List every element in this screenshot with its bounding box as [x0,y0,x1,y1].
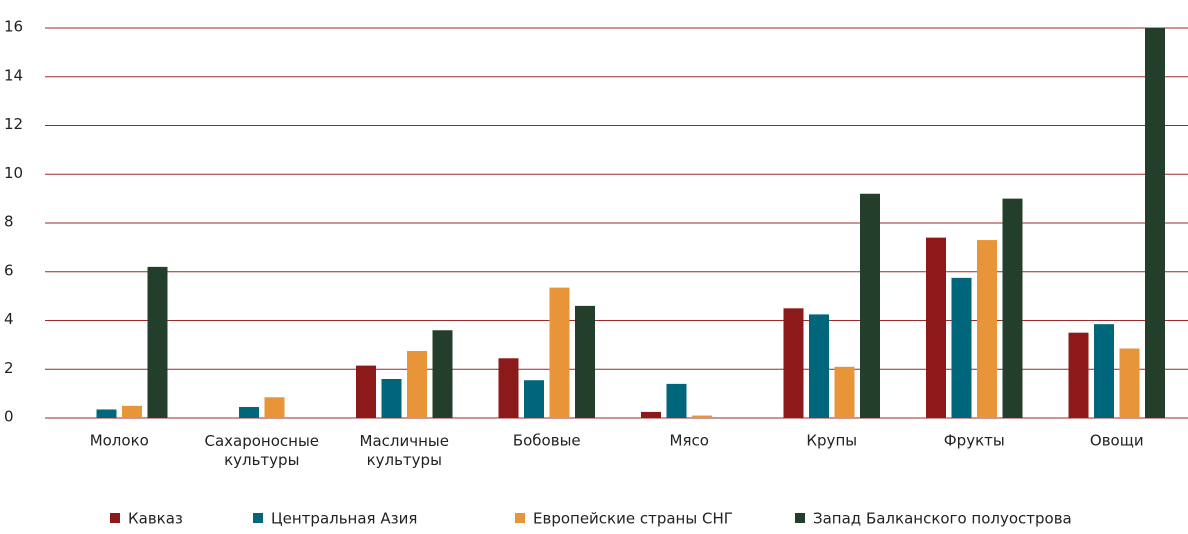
bar [381,379,402,418]
legend-swatch [795,513,805,523]
bar [666,383,687,418]
legend-label: Кавказ [128,510,183,528]
bar [1068,332,1089,418]
bar [96,409,117,418]
y-tick-label: 16 [4,18,23,36]
bar [1094,324,1114,418]
y-tick-label: 4 [4,310,14,328]
y-tick-label: 2 [4,359,14,377]
x-tick-label: Крупы [806,432,857,450]
y-tick-label: 14 [4,66,23,84]
bar [122,405,142,418]
bar [432,330,453,418]
x-tick-label: Сахароносные культуры [204,432,319,469]
x-tick-label: Фрукты [944,432,1005,450]
bar [860,193,880,418]
bar [498,358,519,418]
bar [1002,198,1023,418]
legend-swatch [515,513,525,523]
bar [641,411,661,418]
legend-swatch [110,513,120,523]
x-tick-label: Бобовые [513,432,581,450]
bar [926,237,946,418]
x-tick-label: Масличные культуры [360,432,449,469]
x-tick-label: Молоко [90,432,149,450]
bar [549,287,570,418]
legend-label: Центральная Азия [271,510,417,528]
bar [264,397,285,418]
y-tick-label: 10 [4,164,23,182]
y-tick-label: 6 [4,261,14,279]
bar [1119,348,1140,418]
bar [575,305,595,418]
legend-swatch [253,513,263,523]
legend-label: Европейские страны СНГ [533,510,733,528]
bar [407,350,427,418]
bar [692,415,712,418]
bar [783,308,804,418]
bar [239,407,259,418]
x-tick-label: Овощи [1090,432,1144,450]
bar [147,266,168,418]
bar [951,277,972,418]
bar [356,365,376,418]
y-tick-label: 8 [4,213,14,231]
x-tick-label: Мясо [670,432,709,450]
y-tick-label: 0 [4,408,14,426]
y-tick-label: 12 [4,115,23,133]
bar [524,380,544,418]
bar [809,314,829,418]
bar [1145,28,1165,418]
bar [977,240,997,418]
bar [834,366,855,418]
legend-label: Запад Балканского полуострова [813,510,1072,528]
